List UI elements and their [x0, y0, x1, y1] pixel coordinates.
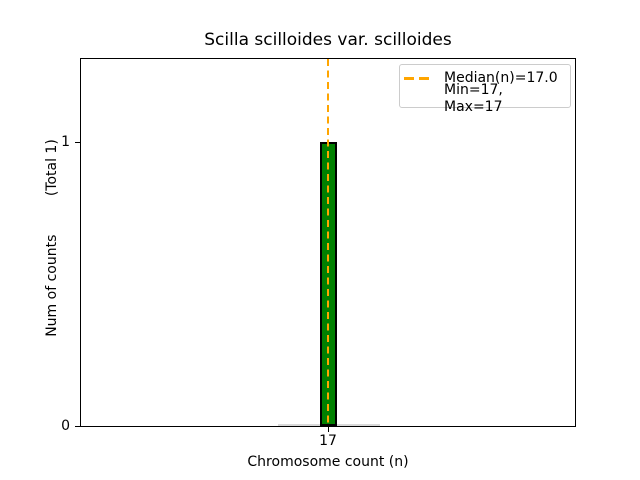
y-axis-tick-mark-1	[75, 142, 80, 144]
legend-minmax-label: Min=17, Max=17	[444, 81, 503, 115]
median-line	[327, 59, 329, 426]
y-tick-label-1: 1	[61, 134, 70, 150]
chart-title: Scilla scilloides var. scilloides	[204, 30, 452, 50]
legend-row-minmax: Min=17, Max=17	[404, 82, 564, 115]
y-axis-label-main: Num of counts	[44, 234, 60, 337]
y-axis-label-total: (Total 1)	[44, 139, 60, 197]
legend-median-label: Median(n)=17.0	[444, 70, 558, 86]
plot-area: Median(n)=17.0 Min=17, Max=17	[80, 58, 576, 427]
median-dashed-line-swatch	[404, 77, 432, 80]
x-axis-label: Chromosome count (n)	[247, 454, 409, 470]
legend-row-median: Median(n)=17.0	[404, 70, 564, 87]
legend-swatch-spacer	[404, 97, 432, 100]
y-axis-label: Num of counts (Total 1)	[44, 139, 60, 337]
legend: Median(n)=17.0 Min=17, Max=17	[399, 64, 571, 115]
y-axis-tick-mark-0	[75, 426, 80, 428]
x-tick-label-17: 17	[319, 433, 337, 449]
x-axis-tick-mark-17	[328, 427, 330, 432]
y-tick-label-0: 0	[61, 418, 70, 434]
